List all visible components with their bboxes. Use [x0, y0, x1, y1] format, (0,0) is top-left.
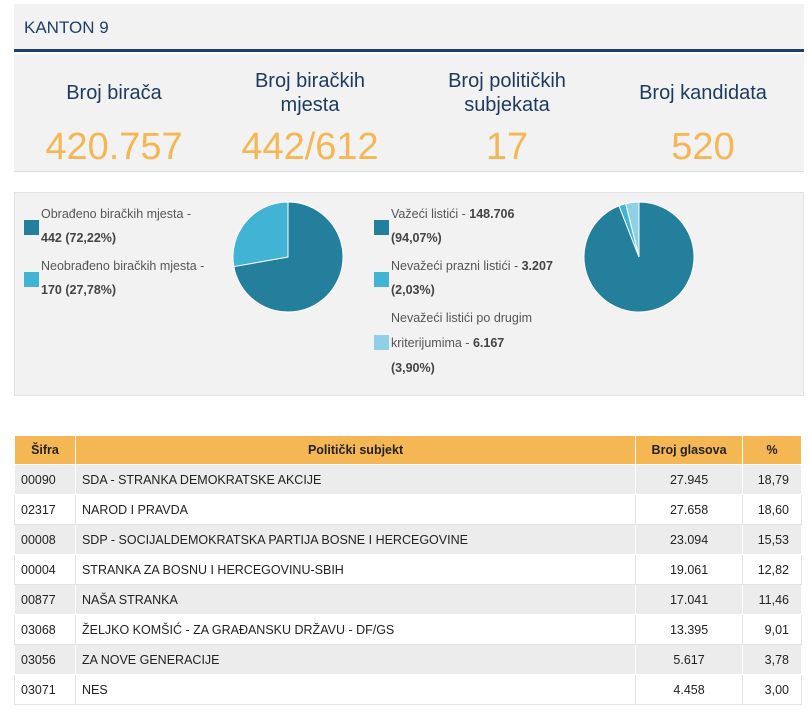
cell-code: 02317 [14, 494, 76, 525]
legend-valid-ballots: Važeći listići - 148.706 (94,07%) [391, 202, 514, 250]
legend-text: Nevažeći listići po drugim [391, 311, 533, 325]
column-header-votes[interactable]: Broj glasova [635, 435, 743, 465]
charts-panel: Obrađeno biračkih mjesta - 442 (72,22%) … [14, 192, 804, 396]
table-row[interactable]: 02317 NAROD I PRAVDA 27.658 18,60 [14, 494, 802, 525]
legend-swatch [24, 272, 39, 287]
cell-percent: 3,78 [742, 644, 802, 675]
stat-voters: Broj birača 420.757 [19, 54, 209, 169]
cell-code: 03071 [14, 674, 76, 705]
legend-pct: (2,03%) [391, 283, 435, 297]
stat-value: 442/612 [241, 126, 379, 168]
cell-subject: SDA - STRANKA DEMOKRATSKE AKCIJE [74, 464, 637, 495]
processing-pie-chart [232, 201, 344, 313]
legend-value: 170 (27,78%) [41, 283, 117, 297]
ballots-pie-chart [583, 201, 695, 313]
cell-subject: NAROD I PRAVDA [74, 494, 637, 525]
cell-percent: 9,01 [742, 614, 802, 645]
cell-votes: 17.041 [635, 584, 743, 615]
legend-swatch [24, 220, 39, 235]
cell-code: 00090 [14, 464, 76, 495]
stat-political-subjects: Broj političkih subjekata 17 [412, 54, 602, 169]
table-row[interactable]: 03071 NES 4.458 3,00 [14, 674, 802, 705]
table-row[interactable]: 00877 NAŠA STRANKA 17.041 11,46 [14, 584, 802, 615]
legend-text: kriterijumima - [391, 336, 470, 350]
stats-panel: Broj birača 420.757 Broj biračkih mjesta… [14, 54, 804, 172]
cell-votes: 13.395 [635, 614, 743, 645]
cell-code: 00877 [14, 584, 76, 615]
cell-subject: NES [74, 674, 637, 705]
legend-value: 6.167 [472, 336, 505, 350]
stat-value: 520 [671, 126, 735, 168]
legend-other-invalid-ballots: Nevažeći listići po drugim kriterijumima… [391, 306, 532, 381]
table-row[interactable]: 00008 SDP - SOCIJALDEMOKRATSKA PARTIJA BO… [14, 524, 802, 555]
region-header: KANTON 9 [14, 4, 804, 52]
cell-votes: 5.617 [635, 644, 743, 675]
column-header-code[interactable]: Šifra [14, 435, 76, 465]
region-title: KANTON 9 [24, 18, 109, 37]
stat-candidates: Broj kandidata 520 [608, 54, 798, 169]
cell-subject: SDP - SOCIJALDEMOKRATSKA PARTIJA BOSNE I… [74, 524, 637, 555]
cell-percent: 18,60 [742, 494, 802, 525]
legend-text: Važeći listići - [391, 207, 466, 221]
legend-value: 442 (72,22%) [41, 231, 117, 245]
cell-code: 03068 [14, 614, 76, 645]
legend-pct: (3,90%) [391, 361, 435, 375]
legend-unprocessed: Neobrađeno biračkih mjesta - 170 (27,78%… [41, 254, 204, 302]
cell-votes: 23.094 [635, 524, 743, 555]
cell-code: 03056 [14, 644, 76, 675]
stat-label: Broj kandidata [639, 82, 767, 104]
table-row[interactable]: 03056 ZA NOVE GENERACIJE 5.617 3,78 [14, 644, 802, 675]
column-header-subject[interactable]: Politički subjekt [74, 435, 637, 465]
cell-votes: 19.061 [635, 554, 743, 585]
table-row[interactable]: 00090 SDA - STRANKA DEMOKRATSKE AKCIJE 27.… [14, 464, 802, 495]
cell-subject: ZA NOVE GENERACIJE [74, 644, 637, 675]
cell-subject: NAŠA STRANKA [74, 584, 637, 615]
cell-subject: ŽELJKO KOMŠIĆ - ZA GRAĐANSKU DRŽAVU - DF… [74, 614, 637, 645]
legend-text: Obrađeno biračkih mjesta - [41, 207, 192, 221]
stat-polling-stations: Broj biračkih mjesta 442/612 [215, 54, 405, 169]
cell-code: 00008 [14, 524, 76, 555]
table-row[interactable]: 00004 STRANKA ZA BOSNU I HERCEGOVINU-SBIH… [14, 554, 802, 585]
legend-pct: (94,07%) [391, 231, 442, 245]
column-header-percent[interactable]: % [742, 435, 802, 465]
table-header-row: Šifra Politički subjekt Broj glasova % [14, 435, 802, 465]
table-row[interactable]: 03068 ŽELJKO KOMŠIĆ - ZA GRAĐANSKU DRŽAVU… [14, 614, 802, 645]
results-table: Šifra Politički subjekt Broj glasova % 0… [14, 435, 802, 705]
legend-blank-ballots: Nevažeći prazni listići - 3.207 (2,03%) [391, 254, 553, 302]
legend-value: 3.207 [521, 259, 553, 273]
legend-value: 148.706 [469, 207, 515, 221]
legend-processed: Obrađeno biračkih mjesta - 442 (72,22%) [41, 202, 191, 250]
legend-text: Neobrađeno biračkih mjesta - [41, 259, 205, 273]
legend-swatch [374, 272, 389, 287]
cell-percent: 12,82 [742, 554, 802, 585]
stat-label: Broj političkih subjekata [448, 70, 566, 116]
legend-swatch [374, 220, 389, 235]
cell-percent: 3,00 [742, 674, 802, 705]
cell-percent: 15,53 [742, 524, 802, 555]
ballots-pie-slice-2[interactable] [625, 201, 640, 258]
cell-votes: 27.945 [635, 464, 743, 495]
cell-votes: 4.458 [635, 674, 743, 705]
legend-swatch [374, 335, 389, 350]
cell-percent: 18,79 [742, 464, 802, 495]
cell-votes: 27.658 [635, 494, 743, 525]
processing-pie-slice-1[interactable] [232, 201, 289, 268]
stat-label: Broj birača [66, 82, 162, 104]
stat-value: 420.757 [45, 126, 183, 168]
cell-subject: STRANKA ZA BOSNU I HERCEGOVINU-SBIH [74, 554, 637, 585]
cell-percent: 11,46 [742, 584, 802, 615]
legend-text: Nevažeći prazni listići - [391, 259, 519, 273]
stat-label: Broj biračkih mjesta [254, 70, 366, 116]
cell-code: 00004 [14, 554, 76, 585]
stat-value: 17 [485, 126, 529, 168]
